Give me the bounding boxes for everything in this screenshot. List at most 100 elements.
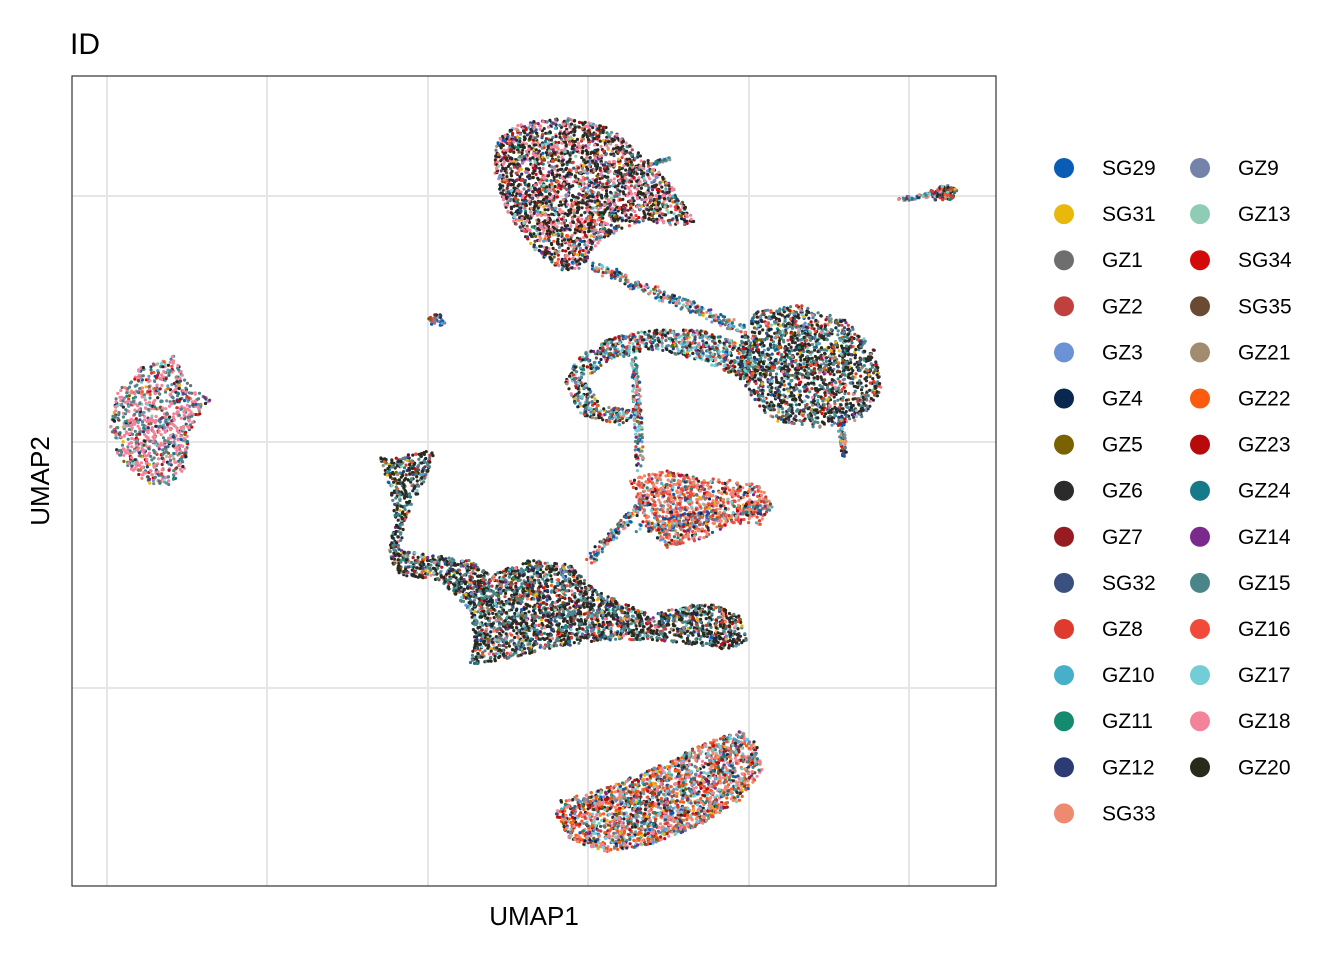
- scatter-point: [788, 373, 792, 377]
- scatter-point: [875, 390, 879, 394]
- scatter-point: [560, 151, 564, 155]
- scatter-point: [531, 138, 536, 142]
- scatter-point: [610, 137, 614, 141]
- scatter-point: [849, 344, 853, 348]
- scatter-point: [563, 186, 567, 190]
- scatter-point: [549, 257, 553, 261]
- scatter-point: [554, 192, 558, 196]
- scatter-point: [635, 179, 639, 183]
- scatter-point: [603, 221, 608, 225]
- scatter-point: [812, 411, 816, 415]
- scatter-point: [800, 373, 804, 377]
- scatter-point: [595, 202, 600, 206]
- scatter-point: [507, 141, 511, 145]
- scatter-point: [811, 425, 815, 429]
- scatter-point: [751, 350, 756, 354]
- scatter-point: [805, 365, 809, 369]
- scatter-point: [556, 237, 560, 241]
- scatter-point: [578, 262, 582, 266]
- scatter-point: [664, 338, 668, 343]
- scatter-point: [508, 128, 512, 132]
- scatter-point: [621, 144, 625, 148]
- scatter-point: [746, 339, 751, 343]
- scatter-point: [789, 385, 793, 389]
- scatter-point: [607, 160, 612, 164]
- scatter-point: [519, 167, 523, 171]
- scatter-point: [781, 329, 785, 333]
- scatter-point: [634, 168, 638, 172]
- scatter-point: [540, 192, 544, 196]
- scatter-point: [572, 119, 577, 123]
- scatter-point: [503, 203, 507, 207]
- scatter-point: [620, 175, 624, 179]
- scatter-point: [667, 218, 671, 222]
- scatter-point: [812, 421, 816, 425]
- scatter-point: [744, 335, 748, 339]
- scatter-point: [756, 321, 760, 325]
- scatter-point: [597, 416, 601, 420]
- scatter-point: [806, 332, 810, 337]
- scatter-point: [781, 414, 785, 418]
- scatter-point: [633, 185, 637, 189]
- scatter-point: [780, 379, 784, 383]
- scatter-point: [801, 375, 805, 380]
- scatter-point: [577, 205, 581, 209]
- scatter-point: [751, 322, 755, 326]
- scatter-point: [509, 188, 513, 193]
- scatter-point: [590, 242, 594, 246]
- scatter-point: [815, 356, 819, 360]
- scatter-point: [662, 193, 666, 197]
- scatter-point: [635, 218, 639, 222]
- scatter-point: [756, 324, 760, 328]
- scatter-point: [632, 216, 636, 220]
- scatter-point: [583, 233, 588, 237]
- scatter-point: [820, 406, 824, 410]
- scatter-point: [869, 352, 873, 356]
- scatter-point: [524, 142, 529, 146]
- scatter-point: [523, 157, 527, 161]
- scatter-point: [875, 373, 879, 377]
- scatter-point: [662, 221, 666, 225]
- scatter-point: [522, 138, 527, 142]
- scatter-point: [551, 246, 555, 250]
- scatter-point: [602, 149, 606, 153]
- scatter-point: [718, 356, 722, 360]
- scatter-point: [641, 219, 645, 223]
- scatter-point: [795, 386, 799, 390]
- scatter-point: [786, 338, 790, 342]
- scatter-point: [782, 340, 786, 344]
- scatter-point: [677, 213, 681, 217]
- scatter-point: [512, 204, 516, 208]
- scatter-point: [823, 324, 828, 328]
- scatter-point: [524, 170, 528, 174]
- scatter-point: [840, 373, 844, 377]
- scatter-point: [594, 416, 598, 420]
- scatter-point: [778, 312, 782, 316]
- scatter-point: [620, 208, 624, 212]
- scatter-point: [796, 371, 800, 375]
- scatter-point: [801, 414, 805, 418]
- scatter-point: [536, 212, 541, 216]
- scatter-point: [546, 174, 550, 178]
- scatter-point: [834, 381, 838, 385]
- scatter-point: [527, 228, 531, 232]
- scatter-point: [652, 219, 656, 223]
- scatter-point: [496, 164, 501, 168]
- scatter-point: [785, 306, 790, 310]
- scatter-point: [547, 237, 551, 241]
- scatter-point: [824, 364, 828, 368]
- scatter-point: [527, 144, 532, 148]
- scatter-point: [833, 385, 838, 389]
- scatter-point: [752, 355, 757, 359]
- scatter-point: [522, 145, 527, 150]
- scatter-point: [586, 240, 590, 244]
- scatter-point: [755, 327, 759, 331]
- scatter-point: [589, 169, 593, 173]
- scatter-point: [762, 313, 766, 317]
- scatter-point: [783, 346, 787, 350]
- scatter-point: [864, 367, 868, 371]
- scatter-point: [799, 380, 803, 384]
- scatter-point: [807, 350, 812, 354]
- scatter-point: [525, 219, 530, 223]
- scatter-point: [832, 373, 836, 377]
